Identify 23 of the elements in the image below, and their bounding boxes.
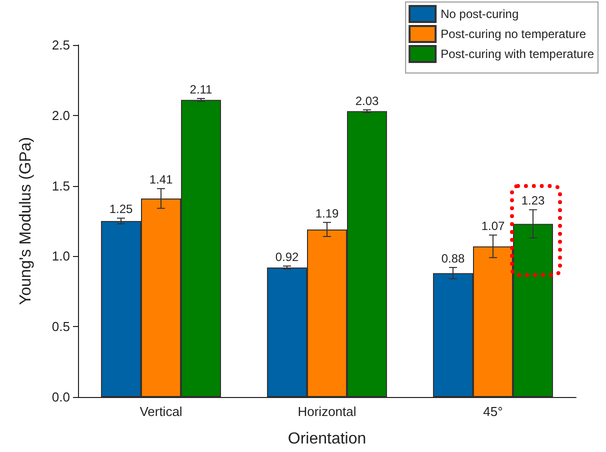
data-label: 0.88 [441,251,465,266]
data-label: 2.11 [190,82,213,97]
data-label: 1.41 [149,172,173,187]
x-tick-label: 45° [483,404,503,419]
y-tick-label: 2.0 [52,108,70,123]
data-label: 1.23 [521,194,545,208]
x-axis-title: Orientation [288,430,366,448]
legend-label: No post-curing [440,7,519,21]
y-tick-label: 2.5 [52,38,70,52]
data-label: 1.19 [315,206,339,220]
data-label: 1.25 [109,202,133,216]
legend-label: Post-curing with temperature [440,47,594,61]
data-label: 1.07 [481,219,505,234]
data-label: 0.92 [275,250,299,264]
y-tick-label: 0.0 [52,390,70,404]
y-tick-label: 0.5 [52,319,70,334]
y-tick-label: 1.5 [52,178,70,194]
x-tick-label: Horizontal [298,404,356,419]
y-axis-title: Young's Modulus (GPa) [18,137,34,305]
data-label: 2.03 [355,94,379,108]
y-tick-label: 1.0 [52,248,70,264]
legend-label: Post-curing no temperature [440,27,586,41]
x-tick-label: Vertical [140,404,182,419]
